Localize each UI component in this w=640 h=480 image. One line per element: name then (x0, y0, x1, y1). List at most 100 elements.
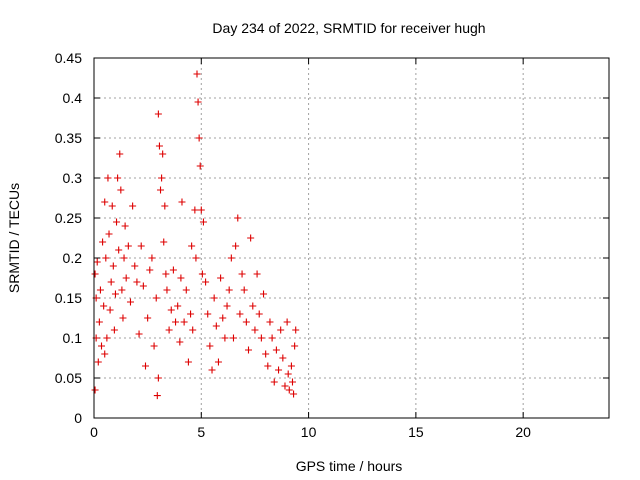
data-point (105, 230, 113, 238)
x-tick-label: 15 (408, 424, 424, 440)
data-point (283, 318, 291, 326)
y-tick-label: 0.2 (63, 250, 83, 266)
data-point (194, 98, 202, 106)
data-point (174, 302, 182, 310)
data-point (137, 242, 145, 250)
data-point (104, 174, 112, 182)
data-point (275, 366, 283, 374)
data-point (99, 238, 107, 246)
x-axis-label: GPS time / hours (296, 458, 403, 474)
data-point (182, 286, 190, 294)
data-point (139, 282, 147, 290)
data-point (253, 270, 261, 278)
x-tick-labels: 0 5 10 15 20 (90, 424, 531, 440)
data-point (144, 314, 152, 322)
y-tick-label: 0.25 (55, 210, 82, 226)
data-point (162, 270, 170, 278)
data-point (249, 302, 257, 310)
data-point (116, 150, 124, 158)
data-point (124, 242, 132, 250)
data-point (152, 294, 160, 302)
data-point (96, 286, 104, 294)
data-point (142, 362, 149, 370)
data-point (157, 186, 165, 194)
data-point (109, 262, 117, 270)
data-point (110, 326, 118, 334)
data-point (160, 238, 168, 246)
data-point (255, 310, 263, 318)
x-tick-label: 5 (197, 424, 205, 440)
data-point (91, 386, 99, 394)
y-tick-label: 0.15 (55, 290, 82, 306)
data-point (287, 362, 295, 370)
y-tick-labels: 0 0.05 0.1 0.15 0.2 0.25 0.3 0.35 0.4 0.45 (55, 50, 82, 426)
data-point (242, 318, 250, 326)
data-point (167, 306, 175, 314)
data-point (103, 334, 111, 342)
data-point (227, 254, 235, 262)
data-point (108, 202, 116, 210)
data-point (229, 334, 237, 342)
y-tick-label: 0.05 (55, 370, 82, 386)
data-point (217, 274, 225, 282)
data-point (119, 314, 127, 322)
data-point (106, 306, 114, 314)
data-point (277, 326, 285, 334)
data-point (154, 374, 162, 382)
axis-ticks (93, 57, 609, 419)
data-point (191, 206, 199, 214)
data-point (223, 302, 231, 310)
data-point (135, 330, 143, 338)
data-point (221, 334, 229, 342)
data-point (264, 362, 272, 370)
grid-lines (94, 58, 609, 418)
data-point (202, 278, 210, 286)
data-point (188, 242, 196, 250)
y-tick-label: 0.35 (55, 130, 82, 146)
data-point (95, 318, 103, 326)
data-point (260, 290, 268, 298)
data-point (290, 390, 298, 398)
y-tick-label: 0.3 (63, 170, 83, 186)
data-point (245, 346, 252, 354)
data-point (193, 70, 201, 78)
data-point (178, 198, 186, 206)
y-tick-label: 0.1 (63, 330, 83, 346)
data-point (100, 302, 108, 310)
data-point (266, 318, 274, 326)
data-point (272, 346, 280, 354)
data-point (111, 290, 119, 298)
data-point (288, 378, 296, 386)
data-points (91, 70, 300, 400)
y-axis-label: SRMTID / TECUs (6, 183, 22, 293)
data-point (154, 110, 162, 118)
data-point (148, 254, 156, 262)
x-tick-label: 0 (90, 424, 98, 440)
y-tick-label: 0.45 (55, 50, 82, 66)
data-point (192, 254, 200, 262)
data-point (270, 378, 278, 386)
data-point (155, 142, 163, 150)
data-point (189, 326, 197, 334)
data-point (214, 358, 222, 366)
data-point (262, 350, 270, 358)
data-point (118, 286, 126, 294)
data-point (113, 218, 121, 226)
data-point (169, 266, 177, 274)
data-point (117, 186, 125, 194)
data-point (208, 366, 216, 374)
data-point (279, 354, 287, 362)
data-point (165, 326, 173, 334)
data-point (257, 334, 265, 342)
data-point (159, 150, 167, 158)
data-point (91, 270, 99, 278)
data-point (126, 298, 134, 306)
data-point (120, 254, 128, 262)
data-point (121, 222, 129, 230)
data-point (236, 310, 244, 318)
data-point (187, 310, 195, 318)
data-point (93, 258, 101, 266)
data-point (129, 202, 137, 210)
data-point (196, 162, 204, 170)
data-point (206, 342, 214, 350)
